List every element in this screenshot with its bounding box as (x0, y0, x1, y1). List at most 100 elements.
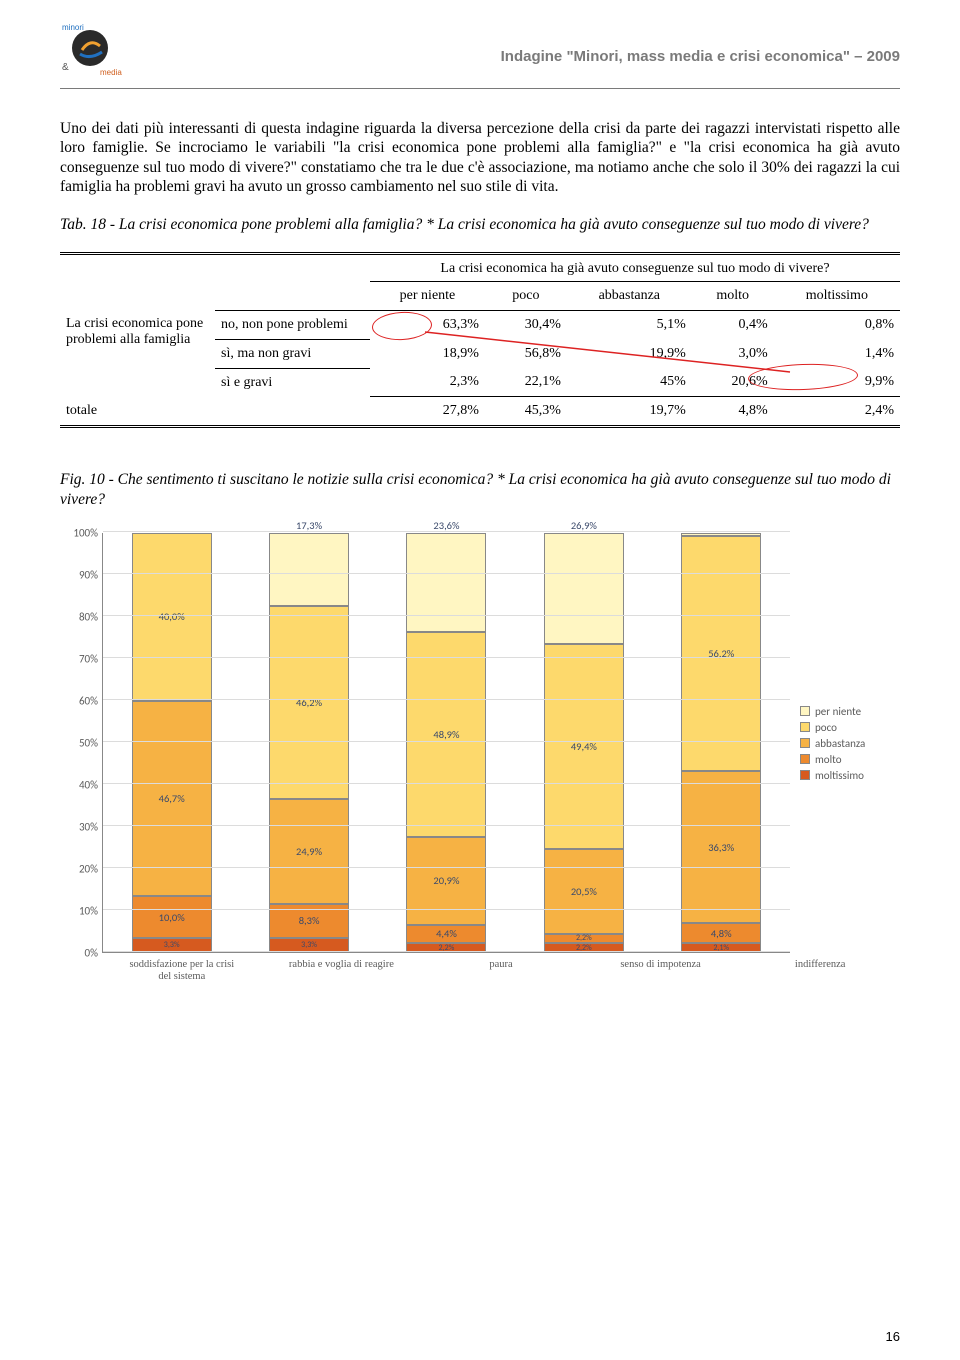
cell: 22,1% (485, 368, 567, 397)
col-header: abbastanza (567, 281, 692, 310)
stub-header: La crisi economica pone problemi alla fa… (60, 310, 215, 397)
gridline (103, 699, 790, 700)
gridline (103, 573, 790, 574)
bar-segment: 49,4% (544, 644, 624, 848)
y-tick-label: 70% (60, 653, 98, 666)
y-tick-label: 90% (60, 569, 98, 582)
page-header: minori media & Indagine "Minori, mass me… (60, 20, 900, 80)
bar-segment: 36,3% (681, 771, 761, 923)
logo: minori media & (60, 20, 130, 80)
bar-segment (681, 533, 761, 536)
y-tick-label: 80% (60, 611, 98, 624)
bar-segment (406, 533, 486, 632)
gridline (103, 657, 790, 658)
cell: 4,8% (692, 397, 774, 427)
y-axis: 0%10%20%30%40%50%60%70%80%90%100% (60, 533, 102, 953)
cell: 2,4% (774, 397, 900, 427)
gridline (103, 531, 790, 532)
cell: 27,8% (370, 397, 485, 427)
x-axis-labels: soddisfazione per la crisi del sistema ra… (102, 959, 900, 982)
page-number: 16 (886, 1329, 900, 1344)
bar: 2,2%4,4%20,9%48,9%23,6% (406, 533, 486, 952)
legend-swatch (800, 754, 810, 764)
legend-item: per niente (800, 705, 900, 718)
x-tick-label: rabbia e voglia di reagire (286, 959, 396, 982)
col-header: per niente (370, 281, 485, 310)
x-tick-label: soddisfazione per la crisi del sistema (127, 959, 237, 982)
bar-segment: 40,0% (132, 533, 212, 701)
cell: 19,7% (567, 397, 692, 427)
y-tick-label: 30% (60, 821, 98, 834)
gridline (103, 909, 790, 910)
gridline (103, 951, 790, 952)
legend-label: per niente (815, 705, 861, 718)
bar-container: 3,3%10,0%46,7%40,0%3,3%8,3%24,9%46,2%17,… (103, 533, 790, 952)
cell: 45% (567, 368, 692, 397)
total-label: totale (60, 397, 215, 427)
gridline (103, 615, 790, 616)
y-tick-label: 60% (60, 695, 98, 708)
y-tick-label: 50% (60, 737, 98, 750)
cell: 19,9% (567, 339, 692, 368)
plot-area: 3,3%10,0%46,7%40,0%3,3%8,3%24,9%46,2%17,… (102, 533, 790, 953)
gridline (103, 783, 790, 784)
legend-label: moltissimo (815, 769, 864, 782)
gridline (103, 825, 790, 826)
legend-item: molto (800, 753, 900, 766)
svg-text:minori: minori (62, 23, 84, 32)
gridline (103, 867, 790, 868)
legend-swatch (800, 706, 810, 716)
svg-text:&: & (62, 62, 69, 73)
cell: 45,3% (485, 397, 567, 427)
header-rule (60, 88, 900, 89)
svg-text:media: media (100, 68, 122, 77)
x-tick-label: paura (446, 959, 556, 982)
legend-item: poco (800, 721, 900, 734)
bar-segment: 10,0% (132, 896, 212, 938)
bar: 3,3%8,3%24,9%46,2%17,3% (269, 533, 349, 952)
legend-swatch (800, 738, 810, 748)
legend-swatch (800, 722, 810, 732)
legend-swatch (800, 770, 810, 780)
legend-label: poco (815, 721, 837, 734)
cell: 18,9% (370, 339, 485, 368)
col-header: molto (692, 281, 774, 310)
cross-table: La crisi economica ha già avuto consegue… (60, 252, 900, 429)
y-tick-label: 40% (60, 779, 98, 792)
row-label: sì, ma non gravi (215, 339, 370, 368)
bar-segment: 20,5% (544, 849, 624, 934)
figure-caption: Fig. 10 - Che sentimento ti suscitano le… (60, 470, 900, 509)
bar-segment: 3,3% (132, 938, 212, 952)
x-tick-label: indifferenza (765, 959, 875, 982)
cell: 30,4% (485, 310, 567, 339)
y-tick-label: 100% (60, 527, 98, 540)
row-label: sì e gravi (215, 368, 370, 397)
table-caption: Tab. 18 - La crisi economica pone proble… (60, 215, 900, 234)
bar-segment: 56,2% (681, 536, 761, 771)
y-tick-label: 20% (60, 863, 98, 876)
cell: 63,3% (370, 310, 485, 339)
bar: 2,1%4,8%36,3%56,2% (681, 533, 761, 952)
bar: 2,2%2,2%20,5%49,4%26,9% (544, 533, 624, 952)
bar-segment: 4,8% (681, 923, 761, 943)
bar-segment: 4,4% (406, 925, 486, 943)
cell: 56,8% (485, 339, 567, 368)
bar-segment (269, 533, 349, 605)
header-title: Indagine "Minori, mass media e crisi eco… (130, 20, 900, 65)
table-spanner: La crisi economica ha già avuto consegue… (370, 253, 900, 281)
col-header: moltissimo (774, 281, 900, 310)
bar-segment: 3,3% (269, 938, 349, 952)
bar-segment: 20,9% (406, 837, 486, 925)
bar-segment: 48,9% (406, 632, 486, 837)
cell: 9,9% (774, 368, 900, 397)
chart-legend: per nientepocoabbastanzamoltomoltissimo (790, 702, 900, 785)
cell: 1,4% (774, 339, 900, 368)
body-paragraph: Uno dei dati più interessanti di questa … (60, 119, 900, 197)
bar-segment: 24,9% (269, 799, 349, 903)
row-label: no, non pone problemi (215, 310, 370, 339)
legend-item: moltissimo (800, 769, 900, 782)
legend-label: molto (815, 753, 842, 766)
y-tick-label: 10% (60, 905, 98, 918)
gridline (103, 741, 790, 742)
cell: 2,3% (370, 368, 485, 397)
